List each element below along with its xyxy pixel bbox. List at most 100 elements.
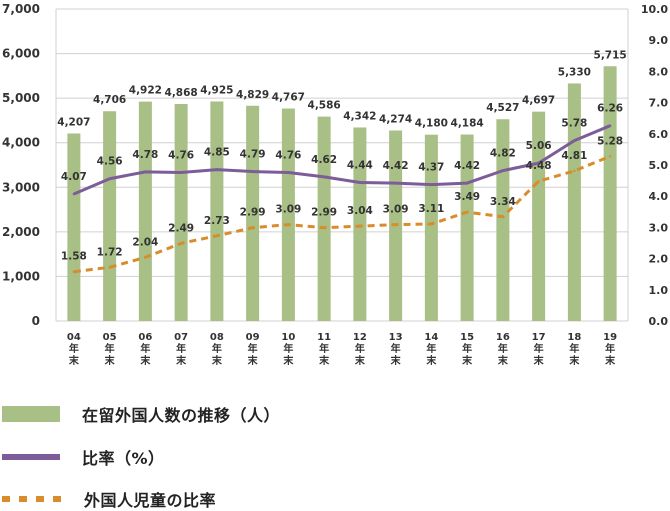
children-value-label: 2.99 (311, 207, 337, 219)
x-tick-label: 15 (460, 332, 474, 343)
children-ratio-line-point (287, 223, 290, 226)
bar (281, 108, 295, 321)
x-tick-label: 末 (140, 354, 151, 367)
ratio-value-label: 4.78 (132, 149, 158, 161)
children-ratio-line-point (108, 266, 111, 269)
bar (138, 101, 152, 321)
children-ratio-line-point (501, 215, 505, 218)
children-value-label: 2.04 (132, 236, 158, 248)
children-ratio-line (73, 154, 611, 274)
x-tick-label: 10 (281, 332, 295, 343)
ratio-line-point (322, 175, 326, 179)
legend-item-ratio: 比率（%） (0, 445, 165, 469)
ratio-line-point (537, 161, 540, 165)
right-axis-tick-label: 4.0 (649, 190, 669, 203)
right-axis-tick-label: 0.0 (649, 315, 669, 328)
legend: 在留外国人数の推移（人） 比率（%） 外国人児童の比率 (0, 390, 670, 511)
legend-swatch-ratio (2, 454, 60, 460)
ratio-value-label: 4.85 (204, 147, 230, 159)
x-tick-label: 末 (462, 354, 473, 367)
right-axis-tick-label: 5.0 (649, 159, 669, 172)
ratio-value-label: 4.56 (97, 156, 123, 168)
x-tick-label: 末 (426, 354, 437, 367)
bar-value-label: 4,868 (165, 87, 198, 99)
legend-swatch-bars (2, 406, 60, 422)
ratio-line-point (573, 139, 576, 142)
bar-value-label: 4,767 (272, 92, 305, 104)
children-value-label: 3.04 (347, 205, 373, 217)
ratio-line-point (465, 181, 469, 185)
x-tick-label: 年 (176, 342, 186, 355)
children-ratio-line-point (430, 222, 433, 226)
ratio-line-point (108, 177, 111, 180)
x-tick-label: 末 (248, 354, 259, 367)
children-value-label: 4.81 (561, 150, 587, 162)
x-tick-label: 13 (389, 332, 403, 343)
bar (103, 111, 117, 321)
left-axis-tick-label: 3,000 (2, 180, 40, 194)
x-tick-label: 年 (140, 342, 150, 355)
ratio-value-label: 4.76 (168, 149, 194, 161)
children-ratio-line-point (608, 155, 612, 158)
bar (210, 101, 224, 321)
combo-chart: 0 1,000 2,000 3,000 4,000 5,000 6,000 7,000 0.0 1… (2, 2, 669, 367)
children-ratio-line-point (537, 180, 540, 183)
right-axis-tick-label: 8.0 (649, 65, 669, 78)
right-axis-tick-label: 2.0 (649, 253, 669, 266)
x-tick-label: 年 (248, 342, 258, 355)
bar (67, 133, 81, 321)
left-axis-tick-label: 7,000 (2, 2, 40, 16)
legend-label-ratio: 比率（%） (82, 449, 165, 468)
right-axis-tick-label: 6.0 (649, 128, 669, 141)
x-tick-label: 年 (426, 342, 436, 355)
left-axis-tick-label: 2,000 (2, 225, 40, 239)
bar-value-label: 4,925 (200, 84, 233, 96)
children-ratio-line-point (179, 242, 183, 245)
legend-label-children: 外国人児童の比率 (84, 491, 217, 510)
x-tick-label: 04 (67, 332, 81, 343)
children-value-label: 3.11 (418, 203, 444, 215)
children-value-label: 3.34 (490, 196, 516, 208)
x-tick-label: 末 (69, 354, 80, 367)
children-value-label: 2.73 (204, 215, 230, 227)
x-tick-label: 年 (605, 342, 615, 355)
left-axis-tick-label: 5,000 (2, 91, 40, 105)
x-tick-label: 末 (391, 354, 402, 367)
right-axis-tick-label: 9.0 (649, 34, 669, 47)
bar (246, 105, 260, 321)
ratio-line-point (501, 169, 505, 172)
bar-value-label: 4,586 (308, 100, 341, 112)
ratio-value-label: 4.42 (454, 160, 480, 172)
bar-value-label: 4,274 (379, 114, 412, 126)
x-tick-label: 年 (319, 342, 329, 355)
x-tick-label: 14 (424, 332, 438, 343)
x-tick-label: 19 (603, 332, 617, 343)
right-axis-tick-label: 3.0 (649, 221, 669, 234)
ratio-value-label: 4.42 (383, 160, 409, 172)
x-tick-label: 09 (246, 332, 260, 343)
x-tick-label: 末 (605, 354, 616, 367)
legend-item-children: 外国人児童の比率 (0, 487, 216, 511)
x-tick-label: 12 (353, 332, 367, 343)
x-tick-label: 18 (567, 332, 581, 343)
x-tick-label: 08 (210, 332, 224, 343)
ratio-line-point (394, 181, 397, 185)
bar-value-label: 4,180 (415, 118, 448, 130)
bar (603, 66, 617, 321)
bar-value-label: 4,342 (343, 110, 376, 122)
x-tick-label: 末 (105, 354, 116, 367)
bar-value-label: 4,829 (236, 89, 269, 101)
ratio-line-point (215, 168, 219, 171)
x-tick-label: 17 (532, 332, 546, 343)
children-ratio-line-point (465, 210, 469, 214)
x-tick-label: 年 (498, 342, 508, 355)
x-tick-label: 年 (212, 342, 222, 355)
ratio-line-point (608, 124, 612, 127)
children-ratio-line-point (72, 270, 76, 273)
children-value-label: 4.48 (526, 160, 552, 172)
right-axis-tick-label: 1.0 (649, 284, 669, 297)
x-tick-label: 11 (317, 332, 331, 343)
x-tick-label: 05 (103, 332, 117, 343)
bar-value-label: 4,207 (57, 116, 90, 128)
